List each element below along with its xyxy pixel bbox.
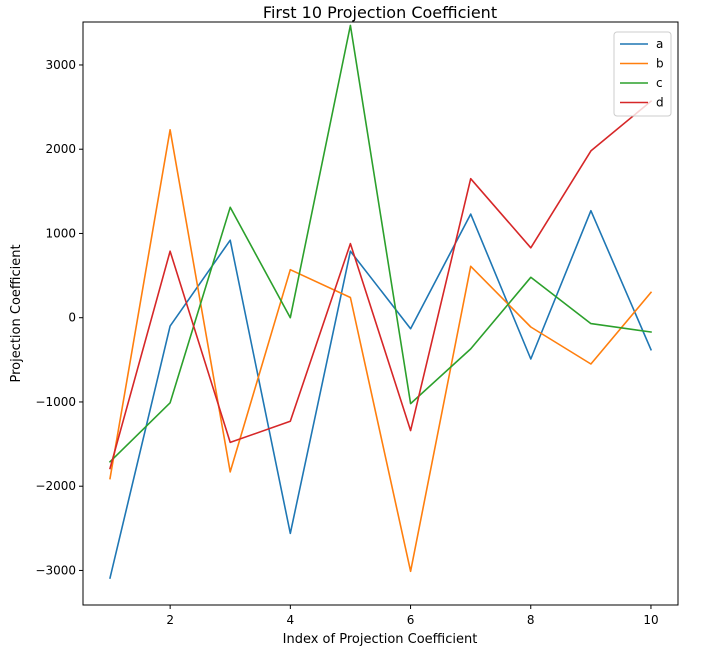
legend-label-b: b bbox=[656, 57, 664, 71]
legend-label-d: d bbox=[656, 96, 664, 110]
y-tick-label: 2000 bbox=[45, 142, 76, 156]
legend-label-a: a bbox=[656, 37, 663, 51]
legend-box bbox=[613, 31, 672, 117]
x-tick-label: 6 bbox=[407, 613, 415, 627]
series-line-c bbox=[108, 24, 652, 463]
series-line-b bbox=[109, 129, 653, 573]
x-tick-label: 8 bbox=[527, 613, 535, 627]
series-line-a bbox=[109, 209, 653, 579]
series-line-d bbox=[109, 100, 653, 470]
x-tick-label: 2 bbox=[166, 613, 174, 627]
x-axis-label: Index of Projection Coefficient bbox=[283, 632, 478, 647]
legend-label-c: c bbox=[656, 76, 663, 90]
y-tick-label: −1000 bbox=[35, 395, 76, 409]
y-tick-label: −3000 bbox=[35, 563, 76, 577]
plot-frame bbox=[82, 21, 679, 606]
y-axis-label: Projection Coefficient bbox=[9, 244, 24, 382]
y-tick-label: 1000 bbox=[45, 226, 76, 240]
x-tick-label: 10 bbox=[643, 613, 658, 627]
y-tick-label: −2000 bbox=[35, 479, 76, 493]
y-tick-label: 0 bbox=[68, 311, 76, 325]
x-tick-label: 4 bbox=[287, 613, 295, 627]
y-tick-label: 3000 bbox=[45, 58, 76, 72]
chart-title: First 10 Projection Coefficient bbox=[263, 3, 497, 22]
